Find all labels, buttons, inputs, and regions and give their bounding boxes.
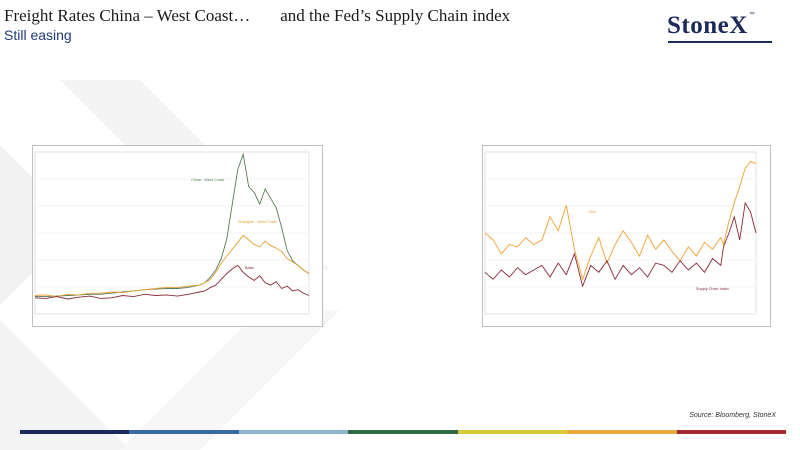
bottom-bar-segment: [457, 430, 568, 434]
freight-rates-chart: China - West Coast Shanghai - West Coast B…: [32, 145, 323, 327]
bottom-bar-segment: [567, 430, 677, 434]
supply-chain-plot: ISM Supply Chain Index: [484, 151, 757, 315]
series-label: ISM: [589, 210, 596, 214]
series-label: Supply Chain Index: [696, 287, 729, 291]
bottom-bar-segment: [238, 430, 349, 434]
bottom-bar-segment: [129, 430, 239, 434]
series-line: [484, 160, 757, 281]
series-label: China - West Coast: [191, 178, 225, 182]
slide-subtitle: Still easing: [4, 27, 72, 43]
bottom-color-bar: [20, 430, 786, 434]
freight-rates-plot: China - West Coast Shanghai - West Coast B…: [34, 151, 310, 315]
logo-underline: [668, 41, 772, 43]
series-line: [484, 201, 757, 288]
bottom-bar-segment: [20, 430, 130, 434]
series-line: [35, 152, 310, 298]
series-label: Shanghai - West Coast: [238, 220, 278, 224]
bottom-bar-segment: [348, 430, 458, 434]
bottom-bar-segment: [676, 430, 786, 434]
series-line: [34, 264, 310, 300]
logo-text: StoneX: [667, 12, 748, 39]
stonex-logo: StoneX™: [667, 12, 755, 40]
title-right: and the Fed’s Supply Chain index: [280, 6, 511, 25]
logo-trademark: ™: [748, 12, 756, 18]
series-label: Baltic: [245, 266, 254, 270]
source-note: Source: Bloomberg, StoneX: [689, 412, 776, 419]
supply-chain-index-chart: ISM Supply Chain Index: [482, 145, 771, 327]
title-left: Freight Rates China – West Coast…: [4, 6, 251, 25]
slide-title: Freight Rates China – West Coast… and the…: [4, 6, 510, 26]
series-line: [34, 234, 310, 298]
